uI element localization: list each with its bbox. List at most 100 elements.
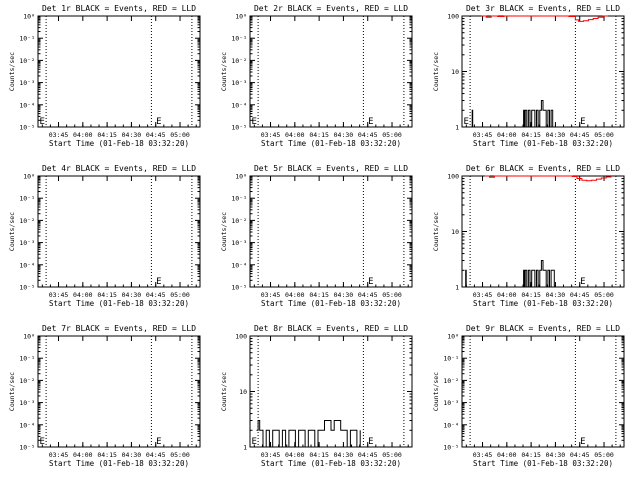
event-marker: E bbox=[580, 277, 585, 287]
y-tick-label: 10⁻⁵ bbox=[231, 284, 247, 292]
x-axis-label: Start Time (01-Feb-18 03:32:20) bbox=[473, 139, 613, 148]
x-tick-label: 04:45 bbox=[570, 451, 590, 459]
event-marker: E bbox=[252, 437, 257, 447]
y-tick-label: 10⁻³ bbox=[231, 239, 247, 247]
x-tick-label: 04:00 bbox=[285, 451, 305, 459]
x-axis-label: Start Time (01-Feb-18 03:32:20) bbox=[49, 459, 189, 468]
plot-frame bbox=[461, 335, 625, 448]
x-tick-label: 05:00 bbox=[170, 131, 190, 139]
y-tick-label: 10 bbox=[451, 228, 459, 236]
x-tick-label: 04:30 bbox=[122, 131, 142, 139]
panel-title: Det 8r BLACK = Events, RED = LLD bbox=[254, 324, 408, 333]
panel-title: Det 2r BLACK = Events, RED = LLD bbox=[254, 4, 408, 13]
y-tick-label: 10⁻¹ bbox=[231, 195, 247, 203]
x-tick-label: 04:30 bbox=[334, 131, 354, 139]
events-series-line bbox=[256, 420, 361, 448]
y-tick-label: 10⁻² bbox=[19, 217, 35, 225]
y-tick-label: 10 bbox=[451, 68, 459, 76]
y-tick-label: 10⁻² bbox=[19, 377, 35, 385]
detector-panel-4: Det 4r BLACK = Events, RED = LLD 10⁰ 10⁻¹ 1… bbox=[8, 164, 201, 308]
y-tick-label: 10⁻¹ bbox=[231, 35, 247, 43]
y-tick-label: 10⁰ bbox=[235, 173, 247, 181]
x-tick-label: 04:15 bbox=[97, 451, 117, 459]
y-tick-label: 10⁻¹ bbox=[19, 355, 35, 363]
event-marker: E bbox=[580, 117, 585, 127]
y-tick-label: 10⁻⁵ bbox=[19, 444, 35, 452]
x-tick-label: 04:45 bbox=[146, 131, 166, 139]
y-axis-label: Counts/sec bbox=[432, 212, 440, 251]
event-marker: E bbox=[156, 437, 161, 447]
x-tick-label: 04:45 bbox=[570, 131, 590, 139]
x-tick-label: 04:45 bbox=[358, 291, 378, 299]
y-axis-label: Counts/sec bbox=[432, 372, 440, 411]
x-tick-label: 03:45 bbox=[261, 291, 281, 299]
x-tick-label: 04:15 bbox=[521, 451, 541, 459]
x-tick-label: 05:00 bbox=[594, 291, 614, 299]
y-tick-label: 10⁻³ bbox=[19, 79, 35, 87]
x-tick-label: 05:00 bbox=[170, 451, 190, 459]
y-tick-label: 10⁻⁵ bbox=[443, 444, 459, 452]
panel-title: Det 9r BLACK = Events, RED = LLD bbox=[466, 324, 620, 333]
x-tick-label: 04:15 bbox=[97, 131, 117, 139]
x-tick-label: 04:00 bbox=[285, 131, 305, 139]
event-marker: E bbox=[156, 117, 161, 127]
x-tick-label: 04:00 bbox=[497, 451, 517, 459]
x-tick-label: 04:00 bbox=[73, 451, 93, 459]
x-tick-label: 03:45 bbox=[261, 131, 281, 139]
y-axis-label: Counts/sec bbox=[8, 52, 16, 91]
events-series-line bbox=[465, 260, 555, 288]
x-axis-label: Start Time (01-Feb-18 03:32:20) bbox=[473, 299, 613, 308]
x-tick-label: 04:30 bbox=[546, 451, 566, 459]
x-tick-label: 04:15 bbox=[521, 131, 541, 139]
y-tick-label: 10⁰ bbox=[447, 333, 459, 341]
detector-panel-8: Det 8r BLACK = Events, RED = LLD 1 10 100 03… bbox=[220, 324, 413, 468]
event-marker: E bbox=[368, 437, 373, 447]
plot-frame bbox=[249, 15, 413, 128]
plot-frame bbox=[249, 175, 413, 288]
y-tick-label: 1 bbox=[243, 444, 247, 452]
event-marker: E bbox=[40, 117, 45, 127]
x-tick-label: 04:15 bbox=[97, 291, 117, 299]
y-axis-label: Counts/sec bbox=[220, 212, 228, 251]
y-tick-label: 100 bbox=[447, 173, 459, 181]
x-tick-label: 04:30 bbox=[122, 291, 142, 299]
panel-title: Det 4r BLACK = Events, RED = LLD bbox=[42, 164, 196, 173]
y-tick-label: 10⁻³ bbox=[443, 399, 459, 407]
y-tick-label: 1 bbox=[455, 284, 459, 292]
detector-panel-5: Det 5r BLACK = Events, RED = LLD 10⁰ 10⁻¹ 1… bbox=[220, 164, 413, 308]
x-tick-label: 04:45 bbox=[570, 291, 590, 299]
x-tick-label: 04:45 bbox=[146, 291, 166, 299]
y-tick-label: 10⁻³ bbox=[231, 79, 247, 87]
x-tick-label: 05:00 bbox=[382, 451, 402, 459]
event-marker: E bbox=[40, 437, 45, 447]
lld-series-line bbox=[481, 15, 608, 22]
y-axis-label: Counts/sec bbox=[220, 372, 228, 411]
y-tick-label: 10⁻⁵ bbox=[19, 124, 35, 132]
x-tick-label: 04:15 bbox=[309, 451, 329, 459]
y-tick-label: 10⁻³ bbox=[19, 239, 35, 247]
x-tick-label: 04:00 bbox=[73, 131, 93, 139]
x-tick-label: 04:15 bbox=[309, 291, 329, 299]
detector-panel-3: Det 3r BLACK = Events, RED = LLD 1 10 100 03… bbox=[432, 4, 625, 148]
x-tick-label: 05:00 bbox=[382, 291, 402, 299]
detector-panel-6: Det 6r BLACK = Events, RED = LLD 1 10 100 03… bbox=[432, 164, 625, 308]
panel-title: Det 5r BLACK = Events, RED = LLD bbox=[254, 164, 408, 173]
event-marker: E bbox=[252, 117, 257, 127]
y-tick-label: 10⁻⁴ bbox=[231, 261, 247, 269]
y-axis-label: Counts/sec bbox=[432, 52, 440, 91]
y-tick-label: 10⁻⁴ bbox=[19, 261, 35, 269]
detector-panel-1: Det 1r BLACK = Events, RED = LLD 10⁰ 10⁻¹ 1… bbox=[8, 4, 201, 148]
x-tick-label: 04:00 bbox=[285, 291, 305, 299]
x-tick-label: 04:00 bbox=[497, 131, 517, 139]
y-tick-label: 10⁻¹ bbox=[19, 195, 35, 203]
y-tick-label: 10⁻² bbox=[19, 57, 35, 65]
x-tick-label: 03:45 bbox=[49, 291, 69, 299]
x-tick-label: 04:30 bbox=[546, 291, 566, 299]
y-tick-label: 10⁻⁴ bbox=[19, 101, 35, 109]
event-marker: E bbox=[156, 277, 161, 287]
y-tick-label: 10⁻⁵ bbox=[19, 284, 35, 292]
x-axis-label: Start Time (01-Feb-18 03:32:20) bbox=[49, 139, 189, 148]
x-axis-label: Start Time (01-Feb-18 03:32:20) bbox=[49, 299, 189, 308]
x-axis-label: Start Time (01-Feb-18 03:32:20) bbox=[261, 299, 401, 308]
